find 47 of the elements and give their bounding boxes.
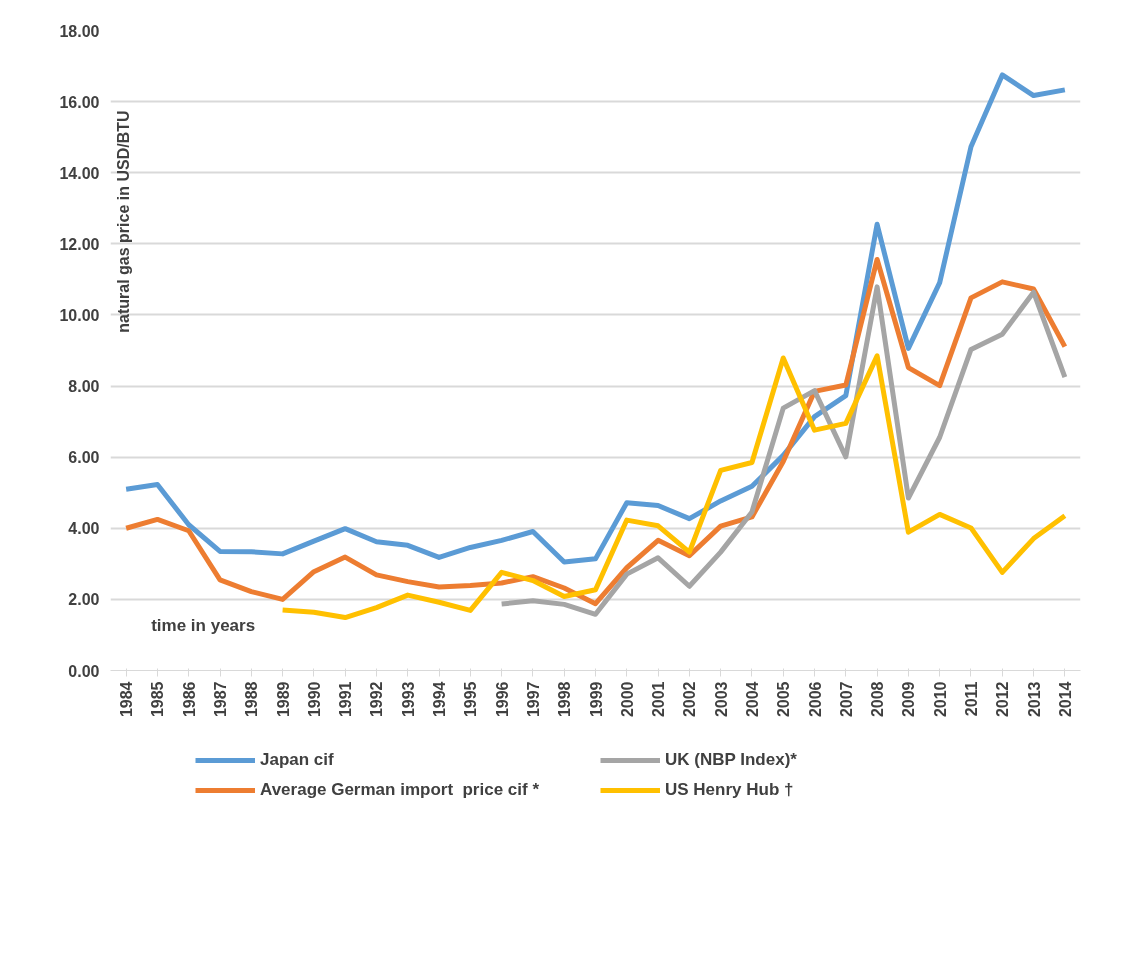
x-axis-title: time in years	[151, 615, 256, 635]
x-tick-label: 2000	[618, 681, 636, 718]
x-tick-label: 1996	[493, 681, 511, 718]
x-tick-label: 2005	[775, 681, 793, 718]
x-tick-label: 2012	[994, 681, 1012, 718]
y-tick-label: 18.00	[59, 22, 100, 40]
x-tick-label: 2011	[962, 681, 980, 717]
x-tick-label: 1992	[368, 681, 386, 718]
x-tick-label: 2010	[931, 681, 949, 718]
x-tick-label: 1989	[274, 681, 292, 718]
x-tick-label: 1997	[524, 681, 542, 718]
y-tick-label: 12.00	[59, 235, 100, 253]
y-tick-label: 10.00	[59, 306, 100, 324]
legend-label: UK (NBP Index)*	[665, 750, 798, 770]
x-tick-label: 2003	[712, 681, 730, 718]
y-tick-label: 4.00	[68, 520, 100, 538]
y-tick-label: 16.00	[59, 93, 100, 111]
x-tick-label: 2007	[837, 681, 855, 718]
y-tick-label: 0.00	[68, 662, 100, 680]
x-tick-label: 1985	[149, 681, 167, 718]
y-tick-label: 2.00	[68, 591, 100, 609]
y-tick-label: 6.00	[68, 449, 100, 467]
x-tick-label: 1984	[118, 681, 136, 718]
x-tick-label: 1990	[305, 681, 323, 718]
x-tick-label: 2014	[1056, 681, 1074, 718]
x-tick-label: 1986	[180, 681, 198, 718]
x-tick-label: 1988	[243, 681, 261, 718]
x-tick-label: 2008	[869, 681, 887, 718]
x-tick-label: 1991	[337, 681, 355, 718]
x-tick-label: 2006	[806, 681, 824, 718]
x-tick-label: 1994	[431, 681, 449, 718]
x-tick-label: 1995	[462, 681, 480, 718]
x-tick-label: 1993	[399, 681, 417, 718]
x-tick-label: 2002	[681, 681, 699, 718]
legend-label: Japan cif	[260, 750, 335, 770]
legend-label: Average German import price cif *	[260, 780, 541, 800]
legend-label: US Henry Hub †	[665, 780, 795, 800]
x-tick-label: 2001	[650, 681, 668, 718]
x-tick-label: 1998	[556, 681, 574, 718]
y-tick-label: 14.00	[59, 164, 100, 182]
x-tick-label: 2013	[1025, 681, 1043, 718]
x-tick-label: 2009	[900, 681, 918, 718]
y-tick-label: 8.00	[68, 378, 100, 396]
y-axis-title: natural gas price in USD/BTU	[115, 110, 133, 333]
x-tick-label: 2004	[743, 681, 761, 718]
x-tick-label: 1999	[587, 681, 605, 718]
x-tick-label: 1987	[212, 681, 230, 718]
